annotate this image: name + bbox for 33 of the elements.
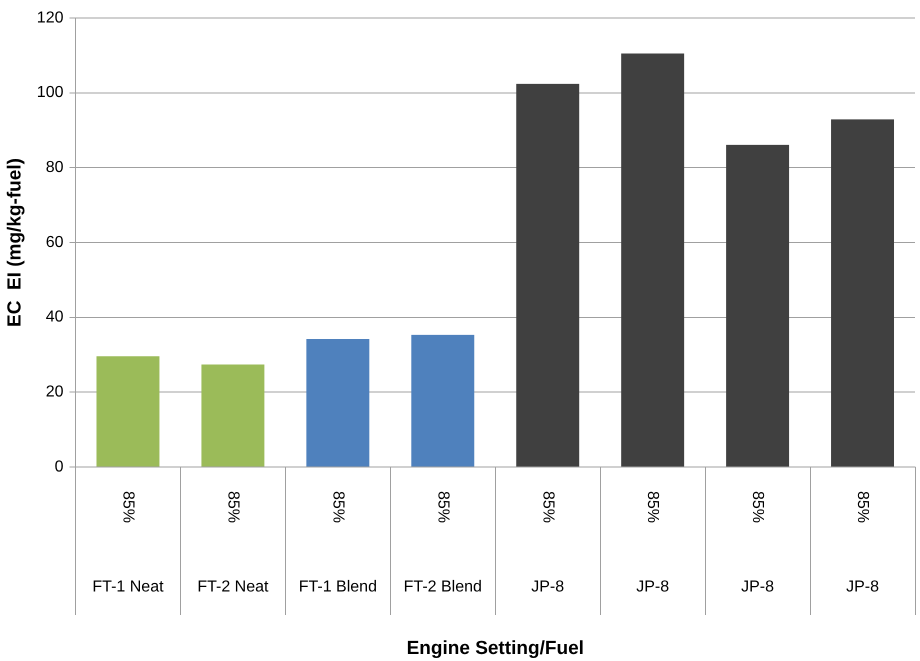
x-tick-label: FT-1 Blend: [298, 578, 377, 596]
text: 85%: [120, 490, 137, 524]
x-tick-label: FT-1 Neat: [92, 578, 164, 596]
text: 85%: [854, 490, 872, 524]
bar: [516, 84, 580, 466]
y-tick-label: 100: [36, 84, 64, 102]
x-axis-title: Engine Setting/Fuel: [406, 638, 584, 660]
x-tick-label: FT-2 Blend: [404, 578, 482, 596]
bar: [306, 339, 370, 466]
x-tick-label: JP-8: [741, 578, 774, 596]
bar: [831, 119, 894, 466]
text: 85%: [329, 490, 346, 524]
bar: [201, 364, 264, 466]
y-tick-label: 40: [46, 308, 64, 326]
text: 85%: [539, 490, 556, 524]
x-tick-label: FT-2 Neat: [197, 578, 270, 596]
y-axis-title: EC EI (mg/kg-fuel): [4, 158, 26, 327]
bar: [96, 356, 160, 466]
text: 85%: [224, 490, 242, 524]
text: 85%: [644, 490, 662, 524]
y-tick-label: 0: [54, 458, 64, 476]
y-tick-label: 60: [46, 234, 64, 251]
y-tick-label: 80: [46, 159, 64, 176]
x-tick-label: JP-8: [531, 578, 564, 596]
bar: [621, 54, 684, 466]
y-tick-label: 120: [36, 9, 64, 26]
y-tick-label: 20: [46, 384, 64, 401]
x-tick-label: JP-8: [636, 578, 670, 596]
text: 85%: [434, 490, 452, 524]
text: 85%: [749, 490, 766, 524]
bar: [411, 334, 474, 466]
x-tick-label: JP-8: [846, 578, 880, 596]
bar: [726, 144, 790, 466]
